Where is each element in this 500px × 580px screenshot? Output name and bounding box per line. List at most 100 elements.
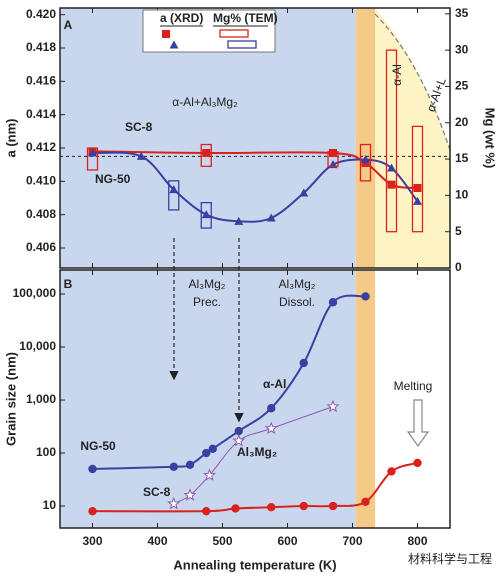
x-tick-label: 800 <box>407 534 427 548</box>
x-tick-label: 300 <box>82 534 102 548</box>
y-tick-label: 1,000 <box>26 392 56 406</box>
y-tick-label: 0.408 <box>26 207 56 221</box>
marker <box>361 497 370 507</box>
y-tick-label: 0.412 <box>26 140 56 154</box>
x-tick-label: 600 <box>277 534 297 548</box>
marker <box>234 426 243 436</box>
marker <box>266 213 276 222</box>
marker <box>88 148 97 157</box>
marker <box>326 399 340 413</box>
y-tick-label: 100,000 <box>13 286 57 300</box>
marker <box>361 155 370 164</box>
melting-arrow <box>406 399 430 448</box>
y-tick-label: 0.414 <box>26 107 56 121</box>
marker <box>201 210 211 219</box>
marker <box>185 460 195 469</box>
marker <box>387 180 396 189</box>
marker <box>169 185 179 194</box>
marker <box>413 196 422 205</box>
y2-tick-label: 30 <box>455 42 469 56</box>
marker <box>88 506 97 516</box>
series-label: SC-8 <box>143 485 171 499</box>
marker <box>183 488 197 501</box>
range-box <box>86 147 99 171</box>
x-axis-label: Annealing temperature (K) <box>173 557 336 572</box>
annotation: B <box>64 277 73 291</box>
y2-tick-label: 20 <box>455 115 469 129</box>
range-box <box>168 180 180 211</box>
y-tick-label: 0.420 <box>26 7 56 21</box>
range-box <box>411 125 424 233</box>
range-box <box>200 143 212 167</box>
marker <box>267 404 276 413</box>
region <box>355 270 376 528</box>
liquidus-mask <box>375 8 450 150</box>
range-box <box>327 151 339 167</box>
marker <box>299 358 308 368</box>
legend-label: a (XRD) <box>160 11 203 25</box>
marker <box>169 40 179 49</box>
y2-tick-label: 25 <box>455 79 469 93</box>
x-tick-label: 700 <box>342 534 362 548</box>
annotation: α-Al+Al₃Mg₂ <box>172 95 238 109</box>
marker <box>202 468 217 481</box>
marker <box>232 433 246 447</box>
series-label: NG-50 <box>95 172 131 186</box>
marker <box>299 501 308 511</box>
annotation: Al₃Mg₂ <box>279 277 316 291</box>
marker <box>387 467 396 476</box>
y-tick-label: 100 <box>36 445 56 459</box>
region <box>60 270 356 528</box>
annotation: Melting <box>394 379 433 393</box>
marker <box>264 421 278 435</box>
annotation: α-Al <box>390 64 404 86</box>
marker <box>328 298 338 307</box>
y-tick-label: 0.406 <box>26 240 56 254</box>
y-tick-label: 10 <box>43 498 57 512</box>
y2-tick-label: 10 <box>455 188 469 202</box>
annotation: NG-50 <box>80 439 116 453</box>
marker <box>361 292 370 301</box>
series-label: Al₃Mg₂ <box>237 445 277 459</box>
plot-frame <box>59 269 451 529</box>
marker <box>202 149 211 157</box>
marker <box>136 151 146 160</box>
marker <box>162 30 170 38</box>
series-line <box>92 294 366 470</box>
x-tick-label: 500 <box>212 534 232 548</box>
marker <box>328 501 338 511</box>
annotation: A <box>64 18 73 32</box>
marker <box>413 184 422 192</box>
legend-label: Mg% (TEM) <box>213 11 278 25</box>
marker <box>208 444 217 454</box>
range-box <box>200 201 212 229</box>
marker <box>329 149 337 157</box>
y-axis-label: a (nm) <box>3 119 18 158</box>
y-axis-label: Grain size (nm) <box>3 352 18 446</box>
marker <box>413 458 422 468</box>
range-box <box>385 49 398 233</box>
marker <box>202 448 211 458</box>
marker <box>299 188 309 197</box>
marker <box>88 464 97 474</box>
range-box <box>359 143 372 182</box>
y2-axis-label: Mg (wt %) <box>483 108 498 169</box>
plot-frame <box>59 7 451 269</box>
region <box>355 8 376 268</box>
region <box>375 270 450 528</box>
y2-tick-label: 15 <box>455 151 469 165</box>
legend-swatch <box>219 29 249 38</box>
annotation: Al₃Mg₂ <box>189 277 226 291</box>
series-label: SC-8 <box>125 120 153 134</box>
watermark: 材料科学与工程 <box>408 551 492 566</box>
y-tick-label: 10,000 <box>19 339 56 353</box>
marker <box>169 462 178 471</box>
x-tick-label: 400 <box>147 534 167 548</box>
marker <box>234 216 244 225</box>
marker <box>387 163 396 172</box>
marker <box>231 504 240 513</box>
annotation: Dissol. <box>279 295 315 309</box>
annotation: Prec. <box>193 295 221 309</box>
series-label: α-Al <box>263 377 286 391</box>
